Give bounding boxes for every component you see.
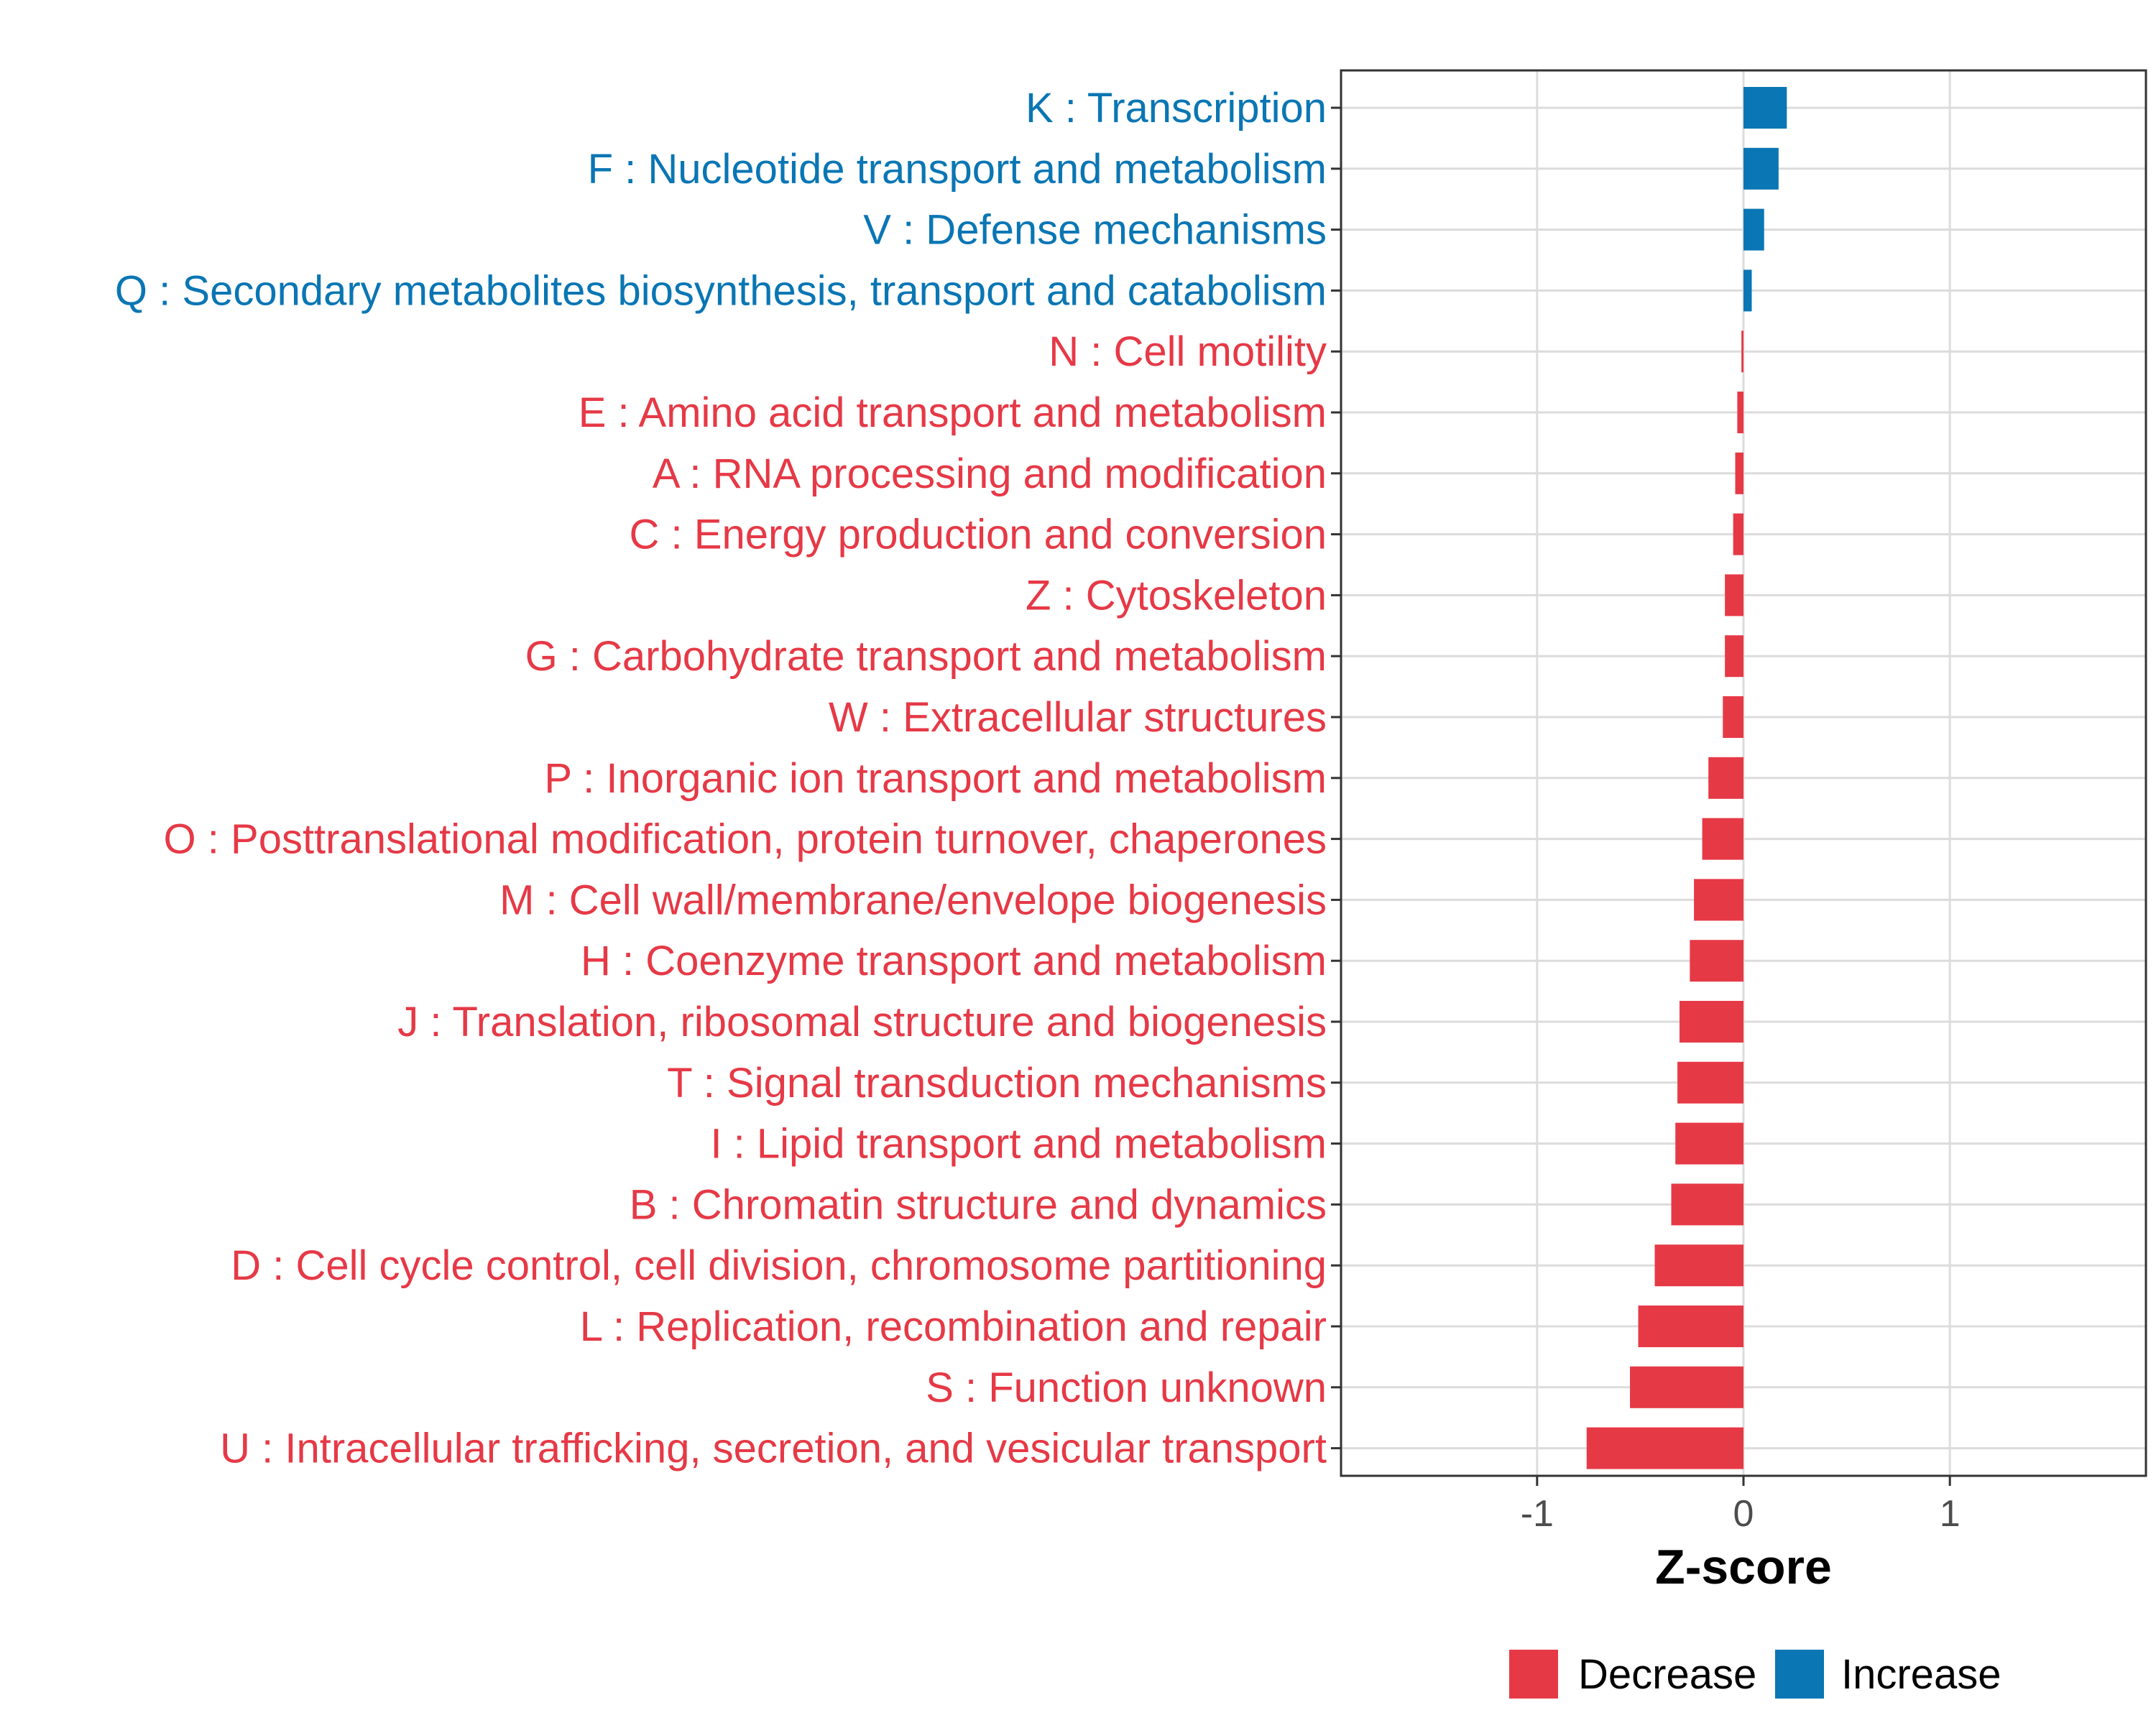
legend-label-increase: Increase <box>1841 1651 2001 1698</box>
legend: Decrease Increase <box>1509 1650 2001 1699</box>
category-label: E : Amino acid transport and metabolism <box>579 389 1327 436</box>
bar <box>1654 1244 1743 1287</box>
legend-label-decrease: Decrease <box>1578 1651 1756 1698</box>
category-label: F : Nucleotide transport and metabolism <box>588 146 1327 193</box>
legend-swatch-decrease <box>1509 1650 1558 1699</box>
bar <box>1735 452 1743 494</box>
category-label: M : Cell wall/membrane/envelope biogenes… <box>499 877 1327 923</box>
bar <box>1677 1061 1743 1104</box>
category-label: W : Extracellular structures <box>829 694 1327 741</box>
category-label: I : Lipid transport and metabolism <box>710 1121 1327 1168</box>
bar <box>1725 635 1743 678</box>
bar <box>1675 1122 1743 1165</box>
bar <box>1725 574 1743 616</box>
x-tick-label: -1 <box>1521 1493 1554 1535</box>
category-label: J : Translation, ribosomal structure and… <box>397 999 1327 1045</box>
category-label: K : Transcription <box>1026 85 1327 131</box>
category-label: T : Signal transduction mechanisms <box>667 1060 1327 1106</box>
x-axis-title: Z-score <box>1655 1540 1832 1594</box>
bar <box>1679 1001 1743 1043</box>
bar <box>1741 331 1743 373</box>
category-label: G : Carbohydrate transport and metabolis… <box>525 633 1327 680</box>
bar <box>1743 87 1787 129</box>
category-label: Q : Secondary metabolites biosynthesis, … <box>115 267 1327 314</box>
category-label: N : Cell motility <box>1049 328 1327 375</box>
y-tick-layer <box>1331 106 1341 1450</box>
bar <box>1733 513 1743 555</box>
bar <box>1630 1366 1743 1408</box>
category-label: S : Function unknown <box>926 1364 1327 1411</box>
bar <box>1737 392 1743 433</box>
bar <box>1702 818 1743 860</box>
category-label-layer: K : Transcription F : Nucleotide transpor… <box>115 85 1327 1472</box>
bar <box>1743 208 1764 251</box>
x-tick-label: 0 <box>1733 1493 1754 1535</box>
category-label: B : Chromatin structure and dynamics <box>630 1181 1327 1228</box>
category-label: U : Intracellular trafficking, secretion… <box>220 1426 1327 1472</box>
category-label: V : Defense mechanisms <box>863 207 1327 254</box>
bar <box>1743 269 1752 312</box>
x-tick-layer: -1 0 1 <box>1521 1476 1961 1535</box>
bar <box>1690 940 1743 982</box>
bar <box>1671 1183 1743 1226</box>
bar <box>1708 757 1743 799</box>
x-tick-label: 1 <box>1940 1493 1961 1535</box>
bar <box>1723 696 1743 738</box>
bar <box>1638 1306 1743 1347</box>
bar <box>1586 1427 1743 1469</box>
category-label: C : Energy production and conversion <box>630 512 1327 558</box>
category-label: O : Posttranslational modification, prot… <box>164 816 1327 863</box>
category-label: A : RNA processing and modification <box>653 451 1327 497</box>
bar <box>1743 147 1779 190</box>
category-label: H : Coenzyme transport and metabolism <box>581 938 1327 984</box>
category-label: Z : Cytoskeleton <box>1026 572 1327 619</box>
bar-layer <box>1586 87 1787 1469</box>
legend-swatch-increase <box>1775 1650 1824 1699</box>
category-label: L : Replication, recombination and repai… <box>580 1303 1327 1350</box>
category-label: D : Cell cycle control, cell division, c… <box>231 1242 1327 1289</box>
bar <box>1694 879 1743 921</box>
category-label: P : Inorganic ion transport and metaboli… <box>544 755 1327 802</box>
